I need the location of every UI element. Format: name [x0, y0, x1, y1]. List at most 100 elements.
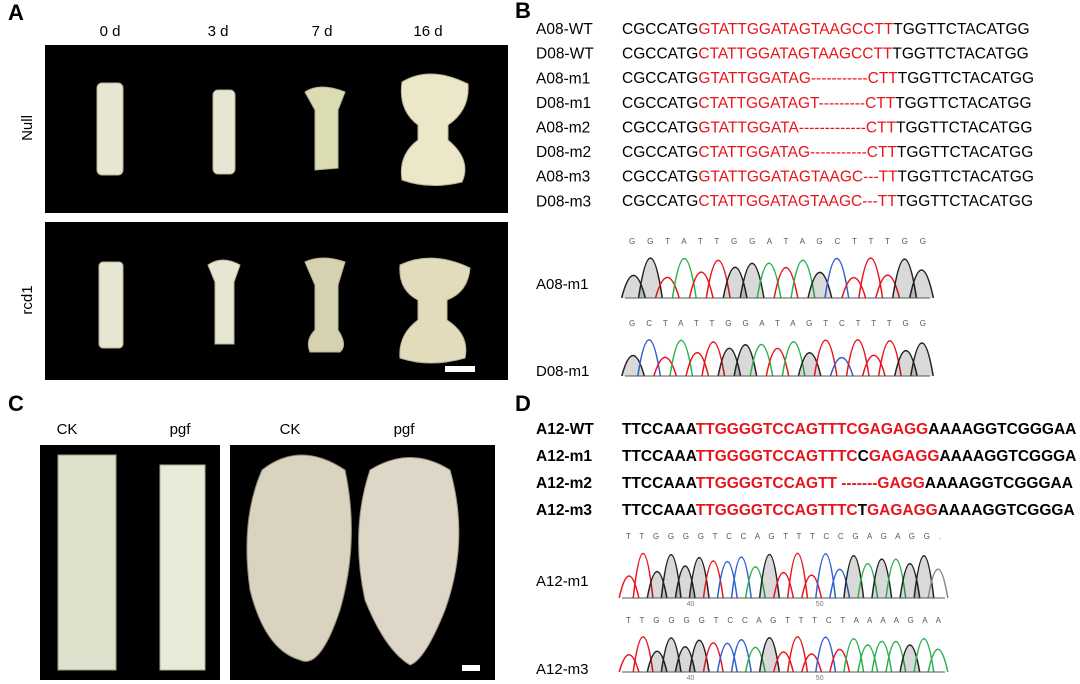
sequence-segment: TGGTTCTACATGG: [898, 169, 1034, 186]
chromatogram-label: A08-m1: [536, 276, 589, 293]
sequence-segment: GAGAGG: [869, 448, 940, 465]
peak: [744, 566, 766, 599]
sequence: TTCCAAATTGGGGTCCAGTTTCTGAGAGGAAAAGGTCGGG…: [622, 502, 1075, 519]
peak: [637, 339, 662, 377]
peak: [618, 575, 640, 599]
sequence-label: D08-m1: [536, 95, 591, 112]
axis-label: 50: [816, 601, 824, 608]
peak: [841, 277, 867, 299]
sequence-segment: TTGGGGTCCAGTTTC: [696, 448, 858, 465]
sequence-segment: CGCCATG: [622, 169, 698, 186]
peak: [716, 642, 738, 673]
peak: [730, 556, 752, 599]
peak: [813, 339, 838, 377]
base-calls: T T G G G G T C C A G T T T C C G A G A …: [626, 532, 941, 541]
sequence-segment: AAAAGGTCGGGA: [939, 448, 1076, 465]
panel-letter: A: [8, 0, 24, 25]
sequence-segment: TGGTTCTACATGG: [896, 119, 1032, 136]
peak: [702, 642, 724, 673]
sequence: CGCCATGGTATTGGATAG-----------CTTTGGTTCTA…: [622, 70, 1034, 87]
peak: [857, 563, 879, 599]
chromatogram-label: A12-m3: [536, 661, 589, 678]
sequence-segment: TGGTTCTACATGG: [892, 46, 1028, 63]
peak: [815, 636, 837, 673]
sequence-segment: CGCCATG: [622, 46, 698, 63]
panel-letter: B: [515, 0, 531, 23]
peak: [772, 572, 795, 599]
base-calls: G C T A T T G G A T A G T C T T T G G: [629, 319, 926, 328]
peak: [829, 356, 854, 377]
axis-label: 40: [687, 601, 695, 608]
sequence-segment: TTGGGGTCCAGTT -------GAGG: [696, 475, 925, 492]
peak: [845, 339, 870, 377]
sequence-segment: TGGTTCTACATGG: [897, 144, 1033, 161]
peak: [716, 561, 738, 599]
sequence-segment: GTATTGGATAGTAAGC---TT: [698, 169, 898, 186]
peak: [843, 555, 865, 599]
sequence: CGCCATGGTATTGGATAGTAAGC---TTTGGTTCTACATG…: [622, 169, 1034, 186]
column-label: pgf: [394, 421, 416, 438]
sequence-segment: GAGAGG: [867, 502, 938, 519]
peak: [857, 644, 879, 673]
sequence-segment: CGCCATG: [622, 144, 698, 161]
peak: [773, 266, 799, 299]
peak: [688, 271, 714, 299]
peak: [909, 342, 934, 377]
peak: [758, 553, 781, 599]
sequence: TTCCAAATTGGGGTCCAGTTTCGAGAGGAAAAGGTCGGGA…: [622, 421, 1076, 438]
sequence-segment: CGCCATG: [622, 193, 698, 210]
axis-label: 50: [816, 675, 824, 682]
peak: [744, 646, 766, 673]
panel-letter: C: [8, 391, 24, 416]
sequence: CGCCATGGTATTGGATAGTAAGCCTTTGGTTCTACATGG: [622, 21, 1030, 38]
sequence-label: A08-m2: [536, 119, 590, 136]
peak: [618, 653, 640, 673]
sequence: CGCCATGCTATTGGATAGTAAGCCTTTGGTTCTACATGG: [622, 46, 1029, 63]
sequence-label: D08-m2: [536, 144, 591, 161]
row-label: rcd1: [19, 285, 36, 314]
peak: [730, 639, 752, 673]
sequence-label: A12-m3: [536, 502, 592, 519]
column-label: 0 d: [100, 23, 121, 40]
row-label: Null: [19, 115, 36, 141]
peak: [829, 568, 851, 599]
sequence-segment: CGCCATG: [622, 119, 698, 136]
sequence-label: D08-m3: [536, 193, 591, 210]
sequence-segment: TTCCAAA: [622, 475, 697, 492]
sequence-label: A08-WT: [536, 21, 593, 38]
sequence: TTCCAAATTGGGGTCCAGTT -------GAGGAAAAGGTC…: [622, 475, 1073, 492]
sequence-label: A12-WT: [536, 421, 594, 438]
content: A B C D 0 d 3 d 7 d 16 d Null rcd1 CK pgf CK pgf A08-W…: [8, 0, 1076, 682]
peak: [705, 259, 731, 299]
sequence-label: A12-m2: [536, 475, 592, 492]
sequence-segment: TGGTTCTACATGG: [898, 70, 1034, 87]
peak: [758, 637, 781, 673]
sequence-segment: CTATTGGATAG-----------CTT: [698, 144, 897, 161]
sequence-segment: CTATTGGATAGTAAGCCTT: [698, 46, 893, 63]
peak: [801, 574, 823, 599]
sequence-segment: GTATTGGATAG-----------CTT: [698, 70, 898, 87]
sequence-segment: CTATTGGATAGT---------CTT: [698, 95, 895, 112]
sequence-segment: GTATTGGATA-------------CTT: [698, 119, 896, 136]
column-label: 3 d: [208, 23, 229, 40]
sequence-segment: T: [858, 502, 868, 519]
peak: [829, 648, 851, 673]
column-label: CK: [57, 421, 78, 438]
sequence-label: A12-m1: [536, 448, 592, 465]
peak: [749, 343, 774, 377]
peak: [660, 637, 682, 673]
sequence: TTCCAAATTGGGGTCCAGTTTCCGAGAGGAAAAGGTCGGG…: [622, 448, 1076, 465]
peak: [786, 552, 809, 599]
peak: [756, 262, 782, 299]
sequence-segment: TTCCAAA: [622, 448, 697, 465]
sequence-label: D08-WT: [536, 46, 594, 63]
sequence-segment: TTGGGGTCCAGTTTCGAGAGG: [696, 421, 928, 438]
peak: [786, 636, 809, 673]
base-calls: T T G G G G T C C A G T T T C T A A A A …: [626, 616, 942, 625]
peak: [824, 258, 850, 299]
sequence-segment: C: [858, 448, 869, 465]
peak: [858, 257, 884, 299]
sequence-segment: TGGTTCTACATGG: [893, 21, 1029, 38]
peak: [843, 638, 865, 673]
column-label: CK: [280, 421, 301, 438]
